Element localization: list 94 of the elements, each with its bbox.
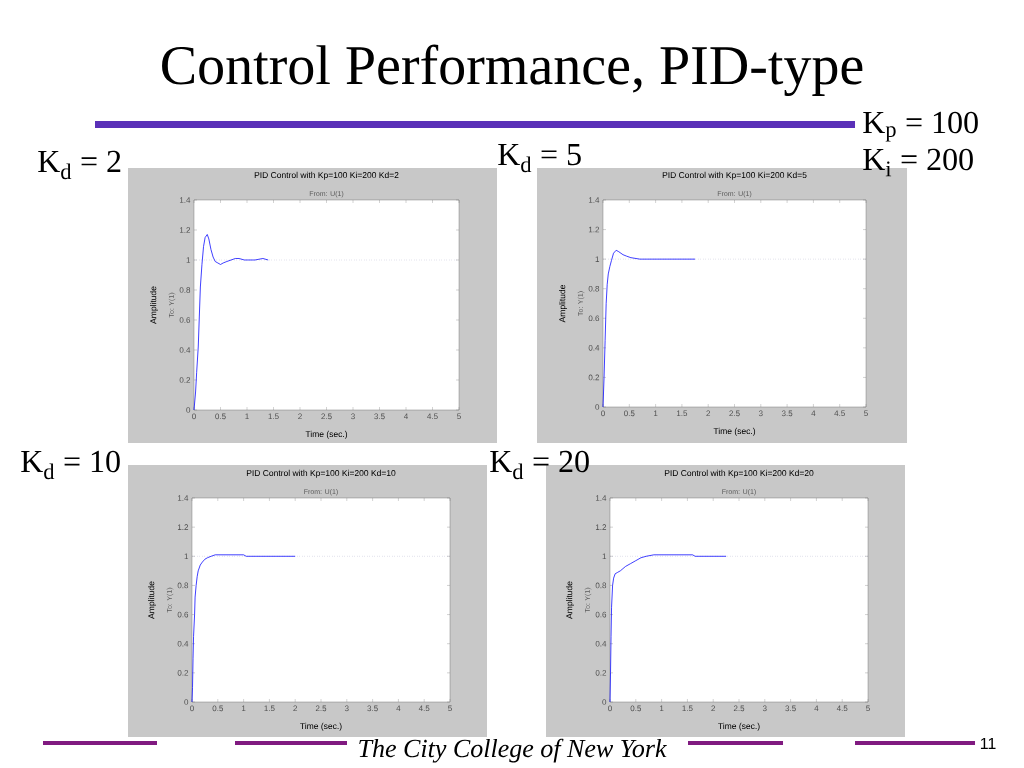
y-tick-label: 1.2 bbox=[595, 524, 607, 530]
x-tick-label: 3.5 bbox=[374, 413, 385, 420]
y-tick-label: 1.2 bbox=[177, 524, 189, 530]
x-tick-label: 2 bbox=[711, 705, 716, 712]
y-tick-label: 1 bbox=[602, 553, 607, 560]
y-tick-label: 1 bbox=[595, 256, 600, 262]
y-tick-label: 0.4 bbox=[177, 640, 189, 647]
text: The City College of New York bbox=[359, 738, 667, 763]
x-tick-label: 3.5 bbox=[785, 705, 796, 712]
x-tick-label: 4 bbox=[814, 705, 819, 712]
x-tick-label: 0.5 bbox=[630, 705, 642, 712]
chart-title: PID Control with Kp=100 Ki=200 Kd=20 bbox=[664, 469, 814, 478]
x-tick-label: 3 bbox=[762, 705, 767, 712]
y-tick-label: 0.8 bbox=[588, 285, 600, 292]
x-axis-title: Time (sec.) bbox=[713, 427, 756, 436]
text: Control Performance, PID-type bbox=[162, 44, 863, 97]
x-tick-label: 0.5 bbox=[624, 410, 635, 417]
x-tick-label: 4.5 bbox=[836, 705, 848, 712]
chart-title: PID Control with Kp=100 Ki=200 Kd=5 bbox=[662, 171, 807, 180]
y-axis-title: Amplitude bbox=[148, 581, 156, 619]
y-tick-label: 0.4 bbox=[595, 640, 607, 647]
x-tick-label: 1 bbox=[245, 413, 249, 420]
x-tick-label: 1 bbox=[653, 410, 658, 417]
x-tick-label: 1.5 bbox=[264, 705, 275, 712]
x-tick-label: 5 bbox=[866, 705, 870, 712]
y-axis-title: Amplitude bbox=[566, 581, 574, 619]
x-tick-label: 2 bbox=[298, 413, 302, 420]
x-tick-label: 4.5 bbox=[418, 705, 430, 712]
chart-title: PID Control with Kp=100 Ki=200 Kd=10 bbox=[246, 469, 396, 478]
y-tick-label: 1 bbox=[184, 553, 189, 560]
y-tick-label: 1.2 bbox=[179, 227, 191, 233]
y-tick-label: 0.4 bbox=[588, 345, 600, 351]
y-tick-label: 1.4 bbox=[177, 495, 189, 501]
x-tick-label: 3.5 bbox=[367, 705, 378, 712]
y-tick-label: 0.2 bbox=[177, 670, 189, 676]
y-tick-label: 0.8 bbox=[179, 287, 191, 293]
y-tick-label: 1.4 bbox=[179, 197, 191, 203]
text: K$_{i}$ = 200 bbox=[863, 148, 973, 177]
x-tick-label: 5 bbox=[448, 705, 452, 712]
y-tick-label: 0.6 bbox=[595, 611, 607, 618]
x-tick-label: 2.5 bbox=[315, 705, 327, 712]
x-tick-label: 3 bbox=[351, 413, 355, 420]
y-tick-label: 0.2 bbox=[179, 377, 191, 383]
x-tick-label: 1 bbox=[660, 705, 664, 712]
y-tick-label: 1.4 bbox=[588, 197, 600, 203]
text: K$_{d}$ = 10 bbox=[21, 450, 120, 480]
x-tick-label: 4 bbox=[396, 705, 401, 712]
x-tick-label: 4 bbox=[403, 413, 408, 420]
y-axis-title: Amplitude bbox=[559, 284, 567, 323]
text: K$_{d}$ = 20 bbox=[490, 450, 589, 480]
x-tick-label: 0.5 bbox=[212, 705, 224, 712]
y-tick-label: 1 bbox=[186, 257, 191, 263]
x-tick-label: 0.5 bbox=[215, 413, 226, 420]
x-tick-label: 2.5 bbox=[729, 410, 740, 417]
y-tick-label: 0.6 bbox=[177, 611, 189, 618]
x-axis-title: Time (sec.) bbox=[300, 722, 342, 731]
x-tick-label: 2.5 bbox=[321, 413, 332, 420]
x-tick-label: 3 bbox=[758, 410, 763, 417]
y-tick-label: 0.2 bbox=[588, 374, 600, 381]
x-tick-label: 2 bbox=[706, 410, 711, 417]
y-tick-label: 0 bbox=[602, 699, 607, 705]
x-tick-label: 4.5 bbox=[427, 413, 438, 420]
y-axis-title: Amplitude bbox=[150, 286, 158, 324]
text: K$_{d}$ = 2 bbox=[38, 150, 121, 180]
y-tick-label: 1.4 bbox=[595, 495, 607, 501]
x-tick-label: 1.5 bbox=[676, 410, 688, 417]
x-tick-label: 3 bbox=[344, 705, 349, 712]
y-tick-label: 0.8 bbox=[177, 582, 189, 589]
text: K$_{d}$ = 5 bbox=[498, 144, 581, 173]
y-tick-label: 0 bbox=[184, 699, 189, 705]
y-tick-label: 0.4 bbox=[179, 347, 191, 353]
x-axis-title: Time (sec.) bbox=[718, 722, 760, 731]
x-tick-label: 0 bbox=[608, 705, 612, 712]
y-tick-label: 1.2 bbox=[588, 226, 600, 233]
x-tick-label: 3.5 bbox=[781, 410, 793, 417]
x-tick-label: 4.5 bbox=[834, 410, 845, 417]
x-tick-label: 5 bbox=[864, 410, 868, 417]
text: 11 bbox=[980, 737, 996, 749]
chart-title: PID Control with Kp=100 Ki=200 Kd=2 bbox=[254, 171, 399, 180]
x-tick-label: 2 bbox=[293, 705, 298, 712]
y-tick-label: 0.6 bbox=[179, 317, 191, 323]
x-tick-label: 1 bbox=[241, 705, 246, 712]
x-tick-label: 1.5 bbox=[268, 413, 279, 420]
x-tick-label: 2.5 bbox=[733, 705, 745, 712]
x-tick-label: 0 bbox=[192, 413, 196, 420]
y-tick-label: 0.8 bbox=[595, 582, 607, 589]
x-tick-label: 1.5 bbox=[682, 705, 693, 712]
y-tick-label: 0 bbox=[595, 404, 600, 410]
y-tick-label: 0.2 bbox=[595, 670, 607, 676]
x-tick-label: 5 bbox=[457, 413, 461, 420]
y-tick-label: 0.6 bbox=[588, 315, 600, 322]
x-axis-title: Time (sec.) bbox=[305, 430, 348, 439]
x-tick-label: 4 bbox=[811, 410, 816, 417]
text: K$_{p}$ = 100 bbox=[863, 111, 978, 142]
